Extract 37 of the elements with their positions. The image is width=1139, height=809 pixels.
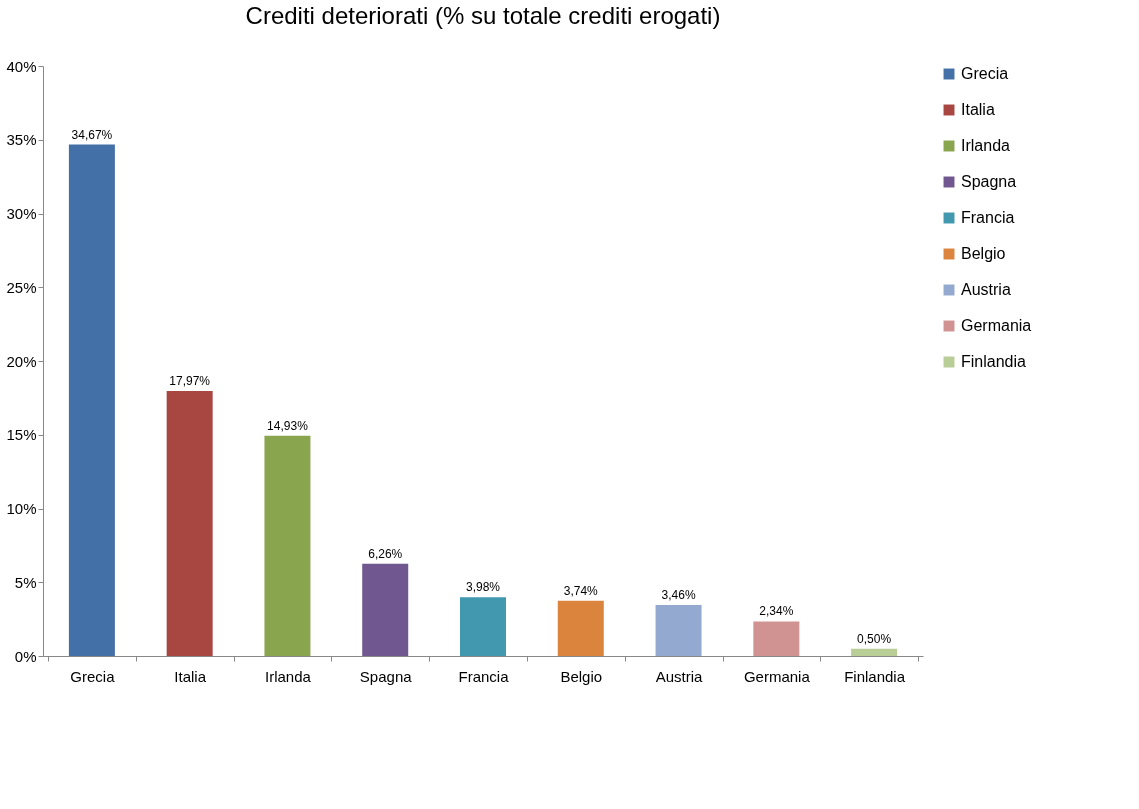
legend-label: Irlanda — [961, 137, 1011, 154]
y-tick-label: 15% — [6, 426, 37, 444]
legend-label: Francia — [961, 209, 1015, 226]
y-tick-label: 40% — [6, 57, 37, 75]
legend-label: Germania — [961, 317, 1032, 334]
x-tick-label: Finlandia — [844, 667, 906, 685]
data-label: 6,26% — [368, 546, 403, 561]
data-label: 3,98% — [465, 580, 501, 595]
x-tick-label: Germania — [743, 667, 811, 685]
data-label: 2,34% — [759, 604, 794, 619]
chart-title: Crediti deteriorati (% su totale crediti erogati) — [245, 2, 721, 29]
legend-label: Finlandia — [961, 353, 1027, 370]
x-tick-label: Austria — [655, 667, 704, 685]
data-label: 14,93% — [267, 418, 309, 433]
x-tick-label: Spagna — [359, 667, 413, 685]
legend-label: Spagna — [961, 173, 1017, 190]
legend-label: Grecia — [961, 65, 1009, 82]
y-tick-label: 25% — [6, 278, 37, 296]
x-tick-label: Irlanda — [265, 667, 312, 685]
data-label: 0,50% — [857, 631, 892, 646]
data-label: 34,67% — [71, 127, 113, 142]
y-tick-label: 0% — [14, 647, 37, 665]
data-label: 17,97% — [169, 373, 211, 388]
legend-label: Italia — [961, 101, 995, 118]
y-tick-label: 35% — [6, 131, 37, 149]
data-label: 3,46% — [661, 587, 696, 602]
y-tick-label: 5% — [14, 573, 37, 591]
x-tick-label: Francia — [458, 667, 510, 685]
x-tick-label: Italia — [174, 667, 207, 685]
x-tick-label: Grecia — [70, 667, 116, 685]
y-tick-label: 30% — [6, 205, 37, 222]
y-tick-label: 20% — [6, 352, 37, 370]
y-tick-label: 10% — [6, 500, 37, 517]
legend-label: Belgio — [961, 245, 1006, 262]
legend-label: Austria — [961, 281, 1011, 298]
x-tick-label: Belgio — [560, 667, 603, 685]
data-label: 3,74% — [563, 583, 599, 598]
